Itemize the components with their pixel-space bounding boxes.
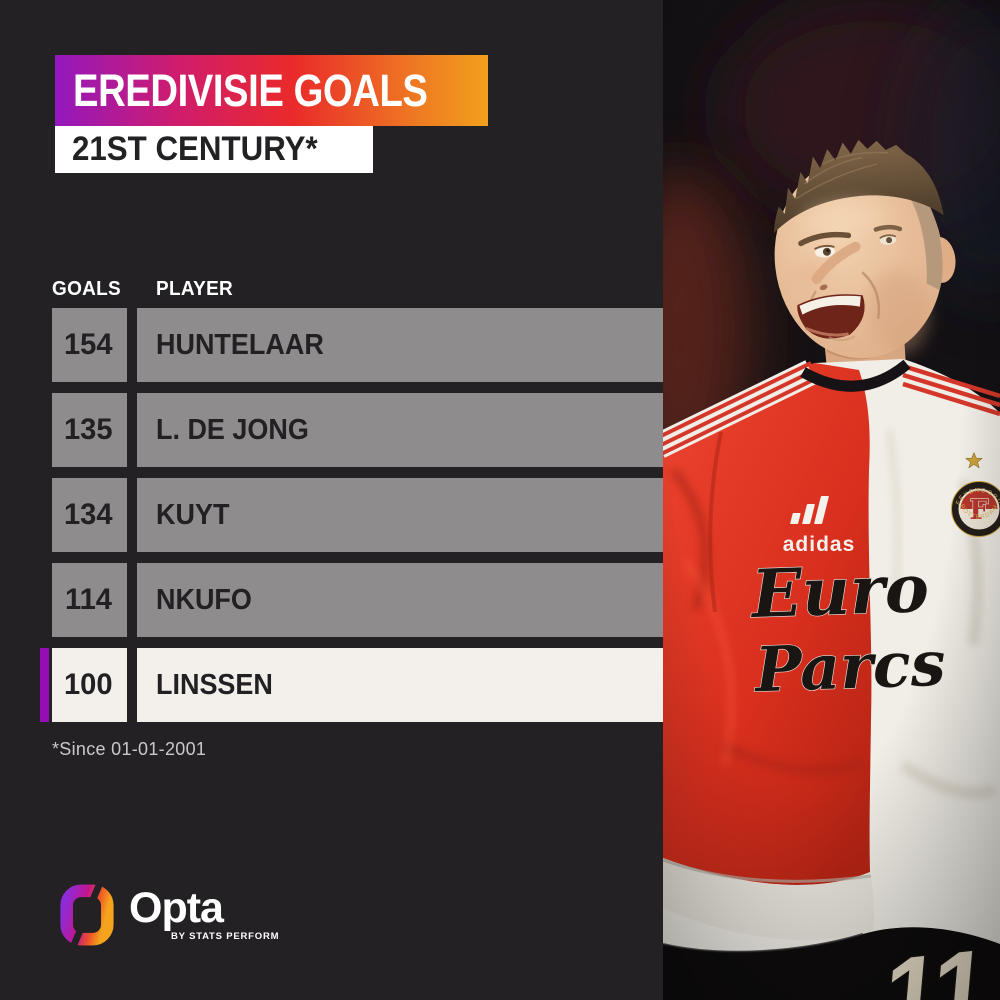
page-subtitle: 21ST CENTURY* xyxy=(72,130,318,168)
player-name: KUYT xyxy=(156,498,230,531)
player-cell: L. DE JONG xyxy=(137,393,663,467)
goals-cell: 134 xyxy=(52,478,127,552)
table-row: 154 HUNTELAAR xyxy=(52,308,663,382)
goals-value: 154 xyxy=(64,328,114,361)
table-row-highlighted: 100 LINSSEN xyxy=(40,648,663,722)
goals-cell: 100 xyxy=(52,648,127,722)
player-name: LINSSEN xyxy=(156,668,273,701)
footnote: *Since 01-01-2001 xyxy=(52,739,207,759)
table-row: 135 L. DE JONG xyxy=(52,393,663,467)
goals-value: 114 xyxy=(65,583,113,616)
goals-cell: 114 xyxy=(52,563,127,637)
title-banner: EREDIVISIE GOALS xyxy=(55,55,488,126)
player-cell: HUNTELAAR xyxy=(137,308,663,382)
player-cell: NKUFO xyxy=(137,563,663,637)
opta-byline: BY STATS PERFORM xyxy=(171,931,280,942)
goals-cell: 135 xyxy=(52,393,127,467)
opta-wordmark-block: Opta BY STATS PERFORM xyxy=(129,882,280,943)
opta-logo: Opta BY STATS PERFORM xyxy=(58,882,279,948)
opta-wordmark: Opta xyxy=(129,884,224,932)
table-row: 134 KUYT xyxy=(52,478,663,552)
player-photo: adidas F FEYENOORD ROTTERDAM Euro Parcs xyxy=(663,0,1000,1000)
goals-value: 100 xyxy=(64,668,114,701)
goals-value: 134 xyxy=(64,498,114,531)
table-row: 114 NKUFO xyxy=(52,563,663,637)
player-cell: LINSSEN xyxy=(137,648,663,722)
column-header-player: PLAYER xyxy=(156,278,234,300)
page-title: EREDIVISIE GOALS xyxy=(73,64,428,116)
player-cell: KUYT xyxy=(137,478,663,552)
player-name: NKUFO xyxy=(156,583,252,616)
column-header-goals: GOALS xyxy=(52,278,121,300)
subtitle-banner: 21ST CENTURY* xyxy=(55,126,373,173)
goals-value: 135 xyxy=(64,413,114,446)
opta-ring-icon xyxy=(60,882,114,948)
goals-cell: 154 xyxy=(52,308,127,382)
player-name: L. DE JONG xyxy=(156,413,309,446)
stats-table: 154 HUNTELAAR 135 L. DE JONG 134 KUYT 11… xyxy=(40,308,663,733)
player-name: HUNTELAAR xyxy=(156,328,324,361)
photo-vignette xyxy=(663,0,1000,1000)
